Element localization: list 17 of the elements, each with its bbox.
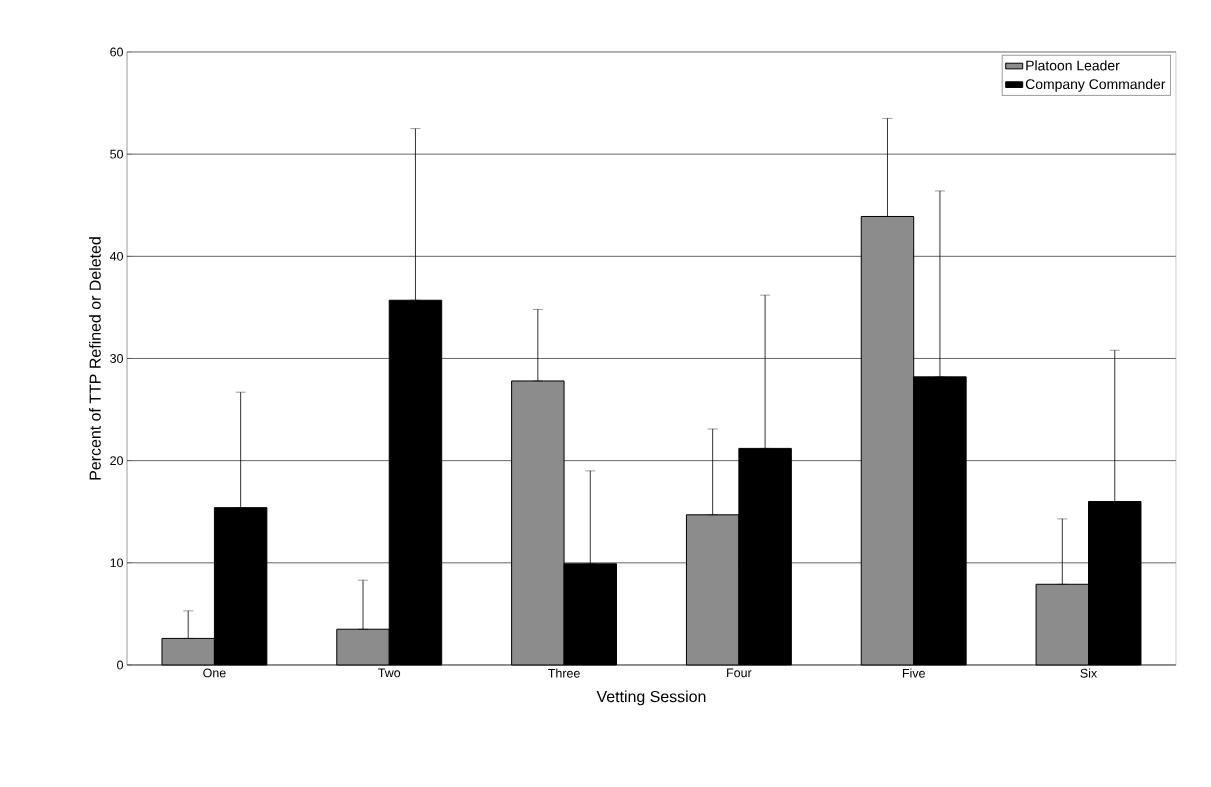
- x-tick-label: One: [203, 668, 226, 678]
- x-axis-title: Vetting Session: [596, 690, 706, 706]
- legend-label: Company Commander: [1025, 78, 1166, 92]
- y-axis-title: Percent of TTP Refined or Deleted: [89, 237, 101, 480]
- y-tick-label: 40: [109, 251, 123, 261]
- x-tick-label: Four: [727, 668, 752, 678]
- x-tick-label: Three: [548, 668, 580, 678]
- x-tick-label: Five: [902, 668, 925, 678]
- y-tick-label: 0: [117, 660, 123, 670]
- y-tick-label: 30: [110, 354, 123, 363]
- y-tick-label: 10: [110, 558, 123, 568]
- x-tick-label: Two: [378, 668, 401, 678]
- y-tick-label: 60: [110, 47, 123, 57]
- x-tick-label: Six: [1080, 668, 1098, 678]
- y-tick-label: 20: [110, 456, 123, 466]
- legend-label: Platoon Leader: [1026, 60, 1120, 71]
- y-tick-label: 50: [110, 149, 123, 159]
